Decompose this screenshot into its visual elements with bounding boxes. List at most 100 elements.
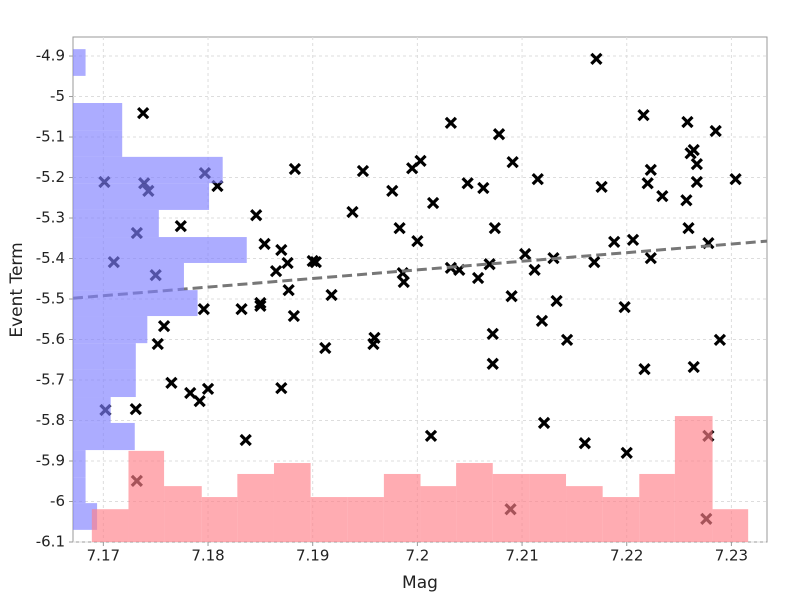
scatter-point (644, 251, 657, 265)
scatter-point (486, 357, 499, 370)
x-histogram-bar (383, 473, 421, 542)
scatter-point (367, 337, 380, 351)
x-histogram-bar (456, 463, 493, 542)
scatter-point (681, 115, 694, 129)
y-tick-label: -5.7 (36, 371, 65, 389)
scatter-point (492, 128, 506, 141)
x-histogram-bar (602, 497, 640, 542)
x-tick-label: 7.18 (191, 547, 224, 565)
x-histogram-bar (639, 473, 675, 542)
scatter-point (193, 394, 206, 408)
scatter-point (414, 154, 427, 168)
x-tick-label: 7.23 (715, 547, 748, 565)
y-histogram-bar (73, 316, 148, 344)
y-histogram-bar (73, 450, 86, 478)
y-histogram-bar (73, 209, 159, 238)
scatter-point (201, 382, 215, 396)
scatter-point (519, 247, 532, 261)
scatter-point (184, 386, 197, 400)
x-histogram-bar (237, 473, 274, 542)
y-tick-label: -6 (50, 492, 65, 510)
y-histogram-bar (73, 237, 247, 263)
y-histogram-bar (73, 49, 86, 76)
scatter-point (608, 235, 621, 249)
y-tick-label: -5.2 (36, 168, 65, 186)
scatter-point (426, 196, 440, 210)
x-histogram-bar (529, 473, 567, 542)
scatter-point (129, 403, 142, 416)
y-tick-label: -5.5 (36, 290, 65, 308)
scatter-point (393, 222, 406, 235)
y-tick-label: -5.3 (36, 209, 65, 227)
y-histogram-bar (73, 290, 198, 317)
x-histogram-bar (566, 486, 603, 542)
scatter-point (682, 222, 695, 235)
scatter-point (690, 158, 703, 171)
scatter-point (157, 320, 171, 333)
scatter-point (641, 177, 654, 190)
plot-area (72, 36, 768, 543)
y-tick-label: -5.4 (36, 249, 65, 267)
y-axis-label: Event Term (7, 242, 27, 337)
scatter-point (709, 124, 722, 138)
y-histogram-bar (73, 477, 86, 504)
x-histogram-bar (347, 497, 384, 542)
scatter-point (386, 184, 399, 198)
scatter-point (197, 303, 210, 316)
scatter-point (644, 163, 657, 176)
x-histogram-bar (91, 509, 129, 542)
scatter-point (275, 381, 288, 395)
scatter-point (590, 52, 603, 65)
x-histogram-bar (310, 497, 348, 542)
x-histogram-bar (674, 416, 713, 542)
scatter-point (397, 275, 410, 289)
scatter-point (282, 283, 295, 297)
scatter-point (528, 263, 541, 276)
scatter-point (506, 156, 519, 169)
scatter-point (477, 181, 490, 195)
scatter-point (165, 376, 178, 389)
scatter-point (488, 222, 501, 235)
x-histogram-bar (712, 509, 749, 542)
scatter-point (288, 162, 302, 176)
scatter-point (687, 143, 700, 157)
scatter-point (424, 429, 438, 443)
scatter-point (537, 416, 551, 430)
scatter-point (281, 256, 294, 270)
x-histogram-bar (273, 463, 311, 542)
scatter-point (235, 303, 248, 316)
scatter-point (258, 237, 271, 251)
scatter-point (637, 109, 650, 122)
x-tick-label: 7.19 (296, 547, 329, 565)
y-tick-label: -5.9 (36, 452, 65, 470)
x-tick-label: 7.22 (610, 547, 643, 565)
trend-line (72, 239, 768, 300)
x-histogram-bar (164, 486, 202, 542)
scatter-point (356, 164, 370, 178)
y-histogram-bar (73, 262, 184, 291)
y-tick-label: -5.6 (36, 330, 65, 348)
scatter-point (729, 173, 742, 186)
y-histogram-bar (73, 130, 123, 157)
y-histogram-bar (73, 397, 111, 423)
scatter-point (638, 362, 651, 376)
x-tick-label: 7.17 (87, 547, 120, 565)
y-histogram-bar (73, 103, 123, 131)
scatter-point (531, 173, 544, 186)
scatter-point (137, 107, 150, 120)
scatter-point (690, 175, 703, 189)
scatter-point (174, 219, 187, 233)
scatter-point (346, 205, 359, 219)
scatter-point (618, 300, 631, 314)
x-histogram-bar (201, 497, 238, 542)
scatter-point (626, 233, 640, 247)
x-histogram-bar (420, 486, 457, 542)
x-histogram-bar (128, 450, 165, 542)
y-tick-label: -4.9 (36, 47, 65, 65)
scatter-point (309, 256, 322, 269)
scatter-point (483, 258, 496, 271)
y-histogram-bar (73, 369, 136, 398)
scatter-point (254, 296, 267, 310)
scatter-point (411, 234, 424, 248)
